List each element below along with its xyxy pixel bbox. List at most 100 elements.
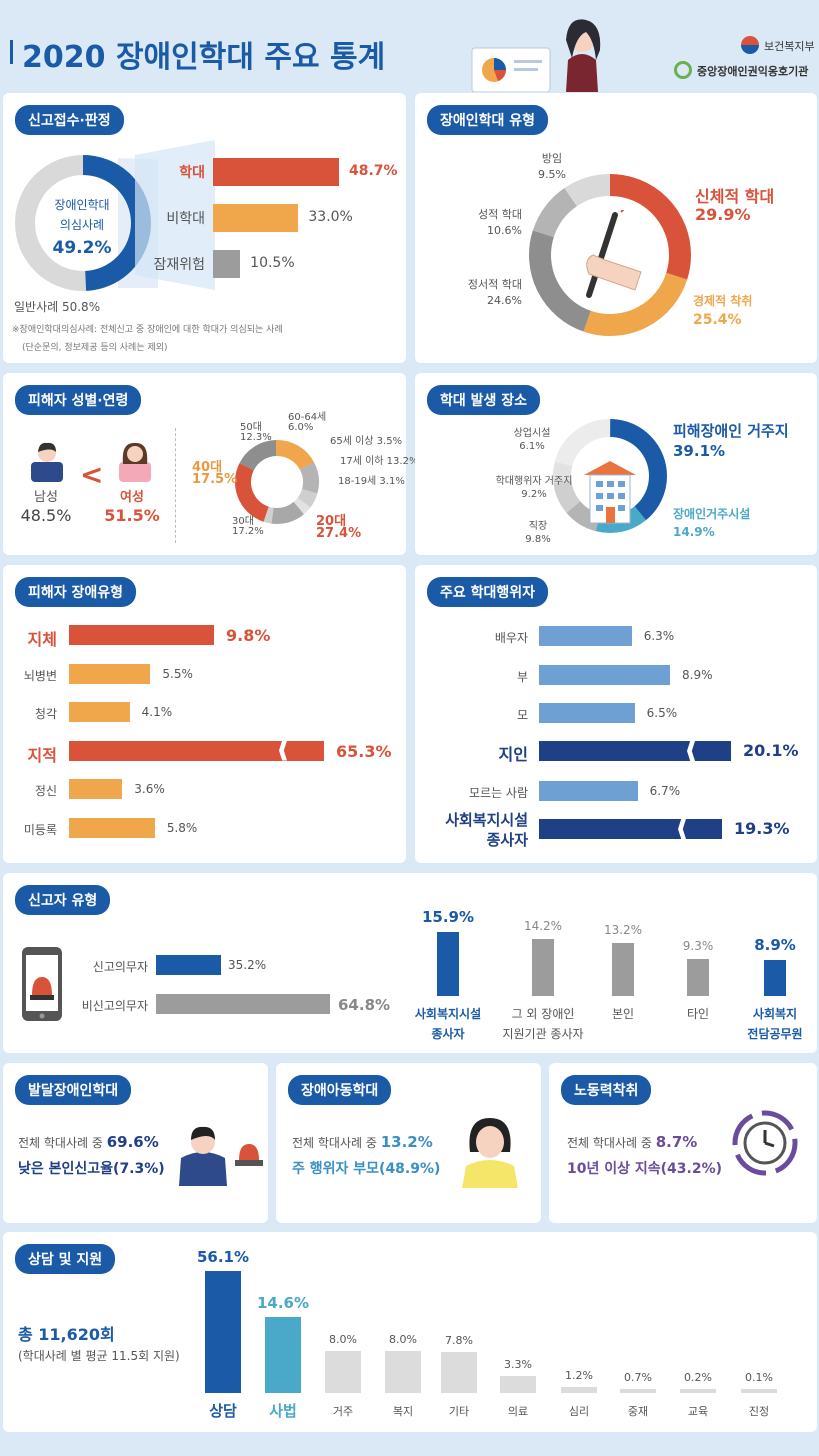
card-support [3, 1232, 817, 1432]
female-pct: 51.5% [104, 506, 160, 525]
fist-stick-icon [586, 210, 642, 298]
reporter-label-2: 지원기관 종사자 [502, 1027, 584, 1041]
non-mandatory-pct: 64.8% [338, 996, 391, 1014]
disability-label: 지적 [27, 745, 57, 765]
support-label: 거주 [332, 1405, 354, 1418]
support-label: 기타 [448, 1405, 470, 1418]
reports-gradient [135, 140, 215, 290]
perpetrator-label: 배우자 [494, 631, 528, 645]
age-value: 17.2% [232, 526, 264, 537]
support-label: 사법 [269, 1402, 297, 1420]
support-column [325, 1351, 361, 1393]
clock-gear-icon [732, 1110, 798, 1176]
reports-bar-label: 비학대 [166, 211, 205, 227]
reporter-label: 타인 [686, 1007, 710, 1021]
disability-bar [69, 702, 130, 722]
org-logo-icon [674, 61, 692, 79]
disability-bar [69, 740, 324, 761]
reports-bar-value: 48.7% [349, 163, 398, 179]
reports-bar-value: 33.0% [308, 209, 353, 225]
reporter-value: 14.2% [523, 918, 563, 933]
support-value: 8.0% [329, 1333, 357, 1346]
labor-line1: 전체 학대사례 중 8.7% [567, 1133, 698, 1151]
disability-value: 5.8% [166, 820, 198, 835]
title-marker [10, 40, 13, 64]
header: 2020 장애인학대 주요 통계 보건복지부 중앙장애인권익옹호기관 [0, 0, 819, 92]
disability-value: 9.8% [226, 626, 271, 645]
support-label: 의료 [507, 1405, 529, 1418]
type-value: 10.6% [487, 224, 522, 237]
age-value: 12.3% [240, 432, 272, 443]
male-pct: 48.5% [20, 506, 72, 525]
reports-bar [213, 250, 241, 278]
age-label: 30대 [232, 516, 254, 527]
support-column [680, 1389, 716, 1393]
type-label: 신체적 학대 [695, 187, 775, 206]
perpetrator-bar [539, 741, 731, 761]
place-label: 장애인거주시설 [673, 507, 751, 521]
child-icon [462, 1118, 518, 1188]
section-label-disability: 피해자 장애유형 [15, 577, 137, 607]
age-value: 6.0% [288, 422, 314, 433]
reporter-column [532, 938, 554, 996]
types-donut [529, 173, 692, 336]
female-icon [119, 442, 151, 482]
reports-bar-label: 잠재위험 [153, 257, 205, 273]
place-value: 9.2% [521, 489, 547, 500]
section-label-support: 상담 및 지원 [15, 1244, 116, 1274]
age-label: 60-64세 [288, 412, 327, 423]
reports-bar-value: 10.5% [250, 255, 295, 271]
perpetrator-value: 20.1% [743, 741, 799, 760]
section-label-perpetrators: 주요 학대행위자 [427, 577, 549, 607]
place-label: 직장 [528, 521, 548, 532]
org-ministry: 보건복지부 [764, 40, 815, 53]
type-label: 정서적 학대 [467, 278, 522, 291]
bar-break-mark [279, 740, 287, 761]
support-value: 7.8% [445, 1334, 473, 1348]
place-value: 14.9% [673, 525, 715, 539]
support-column [561, 1386, 597, 1393]
support-label: 상담 [209, 1402, 237, 1420]
mandatory-label: 신고의무자 [92, 960, 148, 974]
place-value: 9.8% [525, 534, 551, 545]
section-label-victims: 피해자 성별·연령 [15, 385, 142, 415]
disability-bar [69, 817, 155, 838]
perpetrator-bar [539, 781, 638, 801]
type-label: 성적 학대 [478, 208, 522, 221]
reporter-label-2: 전담공무원 [747, 1027, 803, 1041]
type-label: 방임 [541, 152, 563, 165]
age-arc [235, 440, 319, 524]
disability-value: 4.1% [141, 705, 173, 719]
disability-label: 미등록 [23, 822, 57, 837]
general-cases: 일반사례 50.8% [14, 300, 101, 314]
place-value: 39.1% [673, 442, 726, 460]
perpetrator-label: 모 [516, 708, 528, 722]
section-label-dev: 발달장애인학대 [15, 1075, 132, 1105]
card-reporters [3, 873, 817, 1053]
support-label: 진정 [748, 1405, 770, 1418]
disability-label: 지체 [27, 630, 57, 649]
mandatory-bar [156, 955, 221, 975]
disability-bar [69, 625, 214, 645]
building-icon [584, 461, 636, 524]
bar-break-mark [687, 741, 695, 761]
perpetrator-bar [539, 819, 722, 839]
age-label: 20대 [316, 514, 347, 529]
age-label: 50대 [240, 422, 262, 433]
place-arc-other [552, 419, 667, 533]
section-label-reporters: 신고자 유형 [15, 885, 111, 915]
place-arc [553, 419, 667, 533]
support-label: 중재 [627, 1405, 649, 1418]
non-mandatory-label: 비신고의무자 [81, 999, 148, 1013]
reports-bar [213, 158, 339, 186]
disability-value: 5.5% [162, 666, 193, 681]
female-label: 여성 [120, 490, 144, 505]
donut-center-line3: 49.2% [52, 238, 112, 258]
reporter-label: 그 외 장애인 [511, 1007, 575, 1021]
perpetrator-value: 6.3% [643, 629, 675, 643]
phone-alarm-icon [22, 947, 62, 1021]
type-value: 29.9% [695, 205, 751, 224]
section-label-labor: 노동력착취 [561, 1075, 652, 1105]
reporter-label: 사회복지 [752, 1007, 798, 1021]
reporter-column [612, 942, 634, 996]
